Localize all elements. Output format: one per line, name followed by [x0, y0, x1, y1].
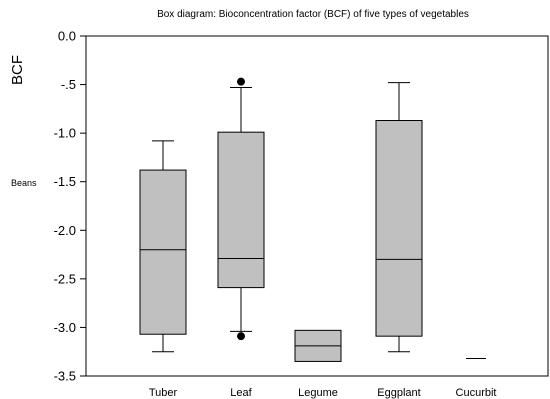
y-tick-label: -3.0 [54, 320, 76, 335]
y-tick-label: -1.5 [54, 174, 76, 189]
box-iqr [375, 120, 423, 337]
y-tick-label: -.5 [61, 77, 76, 92]
plot-frame [85, 35, 549, 377]
y-tick-label: -1.0 [54, 126, 76, 141]
y-tick-label: -2.0 [54, 223, 76, 238]
y-tick-label: 0.0 [58, 29, 76, 44]
x-category-label: Eggplant [377, 387, 420, 399]
box-tuber [139, 140, 187, 353]
x-category-label: Tuber [149, 387, 178, 399]
box-legume [294, 329, 342, 362]
box-iqr [139, 169, 187, 335]
x-category-label: Cucurbit [456, 387, 497, 399]
outlier-point [237, 77, 245, 86]
box-eggplant [375, 82, 423, 353]
y-tick-label: -3.5 [54, 369, 76, 384]
side-label: Beans [11, 178, 37, 188]
chart-title: Box diagram: Bioconcentration factor (BC… [157, 9, 469, 20]
x-category-label: Legume [298, 387, 338, 399]
outlier-point [237, 332, 245, 341]
y-tick-label: -2.5 [54, 271, 76, 286]
y-axis-label: BCF [9, 55, 26, 85]
box-iqr [217, 131, 265, 289]
box-leaf [217, 77, 265, 341]
x-category-label: Leaf [230, 387, 252, 399]
